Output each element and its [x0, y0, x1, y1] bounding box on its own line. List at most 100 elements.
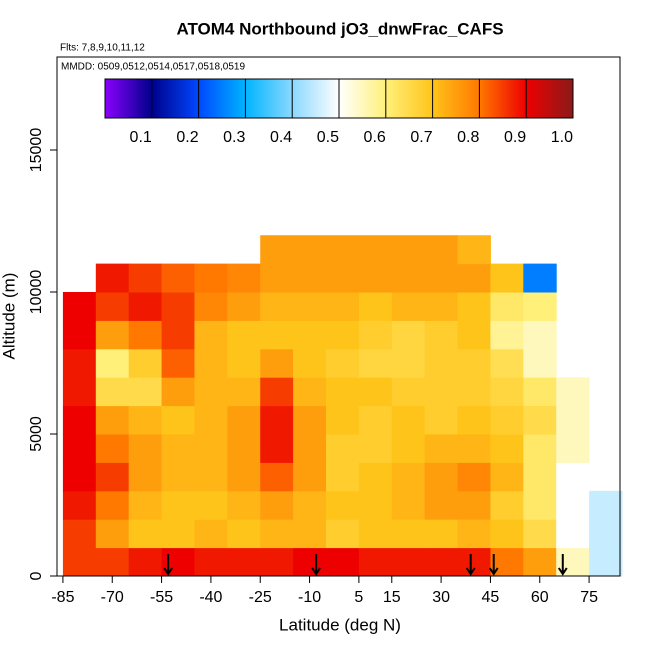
- heat-cell: [490, 292, 524, 321]
- heat-cell: [523, 405, 557, 435]
- heat-cell: [128, 547, 163, 577]
- heat-cell: [457, 434, 491, 463]
- heat-cell: [358, 405, 393, 435]
- y-tick-label: 15000: [28, 128, 45, 173]
- heat-cell: [161, 292, 195, 321]
- y-tick-label: 0: [28, 571, 45, 580]
- heat-cell: [95, 320, 130, 350]
- colorbar-tick-label: 0.7: [410, 129, 432, 146]
- heat-cell: [556, 519, 590, 549]
- heat-cell: [95, 490, 130, 520]
- heat-cell: [194, 263, 228, 293]
- heat-cell: [358, 434, 393, 463]
- heat-cell: [194, 519, 228, 549]
- heat-cell: [62, 547, 97, 577]
- heat-cell: [457, 235, 491, 265]
- heat-cell: [62, 292, 97, 321]
- heat-cell: [391, 547, 426, 577]
- heat-cell: [358, 462, 393, 492]
- heat-cell: [358, 320, 393, 350]
- heat-cell: [457, 377, 491, 407]
- x-tick-label: -55: [150, 589, 173, 606]
- heat-cell: [424, 320, 459, 350]
- arrow: [557, 554, 568, 576]
- heat-cell: [326, 462, 360, 492]
- x-axis-label: Latitude (deg N): [279, 615, 401, 634]
- heat-cell: [490, 490, 524, 520]
- heat-cell: [95, 263, 130, 293]
- heat-cell: [293, 547, 327, 577]
- heat-cell: [95, 547, 130, 577]
- heat-cell: [424, 547, 459, 577]
- heat-cell: [523, 320, 557, 350]
- heat-cell: [95, 348, 130, 378]
- heat-cell: [194, 292, 228, 321]
- y-tick-label: 5000: [28, 416, 45, 452]
- heat-cell: [523, 490, 557, 520]
- heat-cell: [293, 292, 327, 321]
- heat-cell: [391, 519, 426, 549]
- heat-cell: [326, 547, 360, 577]
- heat-cell: [358, 292, 393, 321]
- heat-cell: [161, 263, 195, 293]
- colorbar-tick-label: 1.0: [551, 129, 573, 146]
- heat-cell: [523, 519, 557, 549]
- x-tick-label: -85: [51, 589, 74, 606]
- heat-cell: [227, 547, 261, 577]
- heat-cell: [457, 405, 491, 435]
- heat-cell: [194, 462, 228, 492]
- heat-cell: [326, 292, 360, 321]
- heat-cell: [128, 320, 163, 350]
- heat-cell: [523, 348, 557, 378]
- x-tick-label: -40: [199, 589, 222, 606]
- heat-cell: [391, 462, 426, 492]
- heat-cell: [227, 490, 261, 520]
- heat-cell: [293, 405, 327, 435]
- heat-cell: [161, 405, 195, 435]
- heat-cell: [326, 519, 360, 549]
- heat-cell: [95, 519, 130, 549]
- heat-cell: [391, 320, 426, 350]
- heat-cell: [95, 434, 130, 463]
- chart-title: ATOM4 Northbound jO3_dnwFrac_CAFS: [176, 19, 503, 38]
- y-axis-label: Altitude (m): [0, 273, 18, 360]
- heat-cell: [457, 519, 491, 549]
- heat-cell: [161, 434, 195, 463]
- arrow: [311, 554, 321, 576]
- heat-cell: [457, 320, 491, 350]
- heat-cell: [95, 462, 130, 492]
- heat-cell: [490, 263, 524, 293]
- heat-cell: [260, 292, 294, 321]
- x-tick-label: 5: [354, 589, 363, 606]
- heat-cell: [260, 519, 294, 549]
- heat-cell: [62, 462, 97, 492]
- heat-cell: [523, 377, 557, 407]
- heat-cell: [424, 263, 459, 293]
- heat-cell: [194, 547, 228, 577]
- heat-cell: [358, 547, 393, 577]
- heat-cell: [457, 348, 491, 378]
- heat-cell: [128, 263, 163, 293]
- heat-cell: [95, 377, 130, 407]
- heat-cell: [293, 348, 327, 378]
- heat-cell: [391, 377, 426, 407]
- heat-cell: [227, 405, 261, 435]
- heat-cell: [556, 462, 590, 492]
- heat-cell: [62, 490, 97, 520]
- heat-cell: [358, 263, 393, 293]
- heat-cell: [457, 263, 491, 293]
- heat-cell: [523, 292, 557, 321]
- heat-cell: [358, 490, 393, 520]
- heat-cell: [326, 490, 360, 520]
- heat-cell: [326, 263, 360, 293]
- heat-cell: [62, 348, 97, 378]
- x-tick-label: 15: [383, 589, 401, 606]
- heat-cell: [128, 490, 163, 520]
- heat-cell: [391, 263, 426, 293]
- heat-cell: [227, 292, 261, 321]
- y-tick-label: 10000: [28, 270, 45, 315]
- x-tick-label: 60: [531, 589, 549, 606]
- heat-cell: [128, 434, 163, 463]
- heat-cell: [490, 348, 524, 378]
- heat-cell: [62, 320, 97, 350]
